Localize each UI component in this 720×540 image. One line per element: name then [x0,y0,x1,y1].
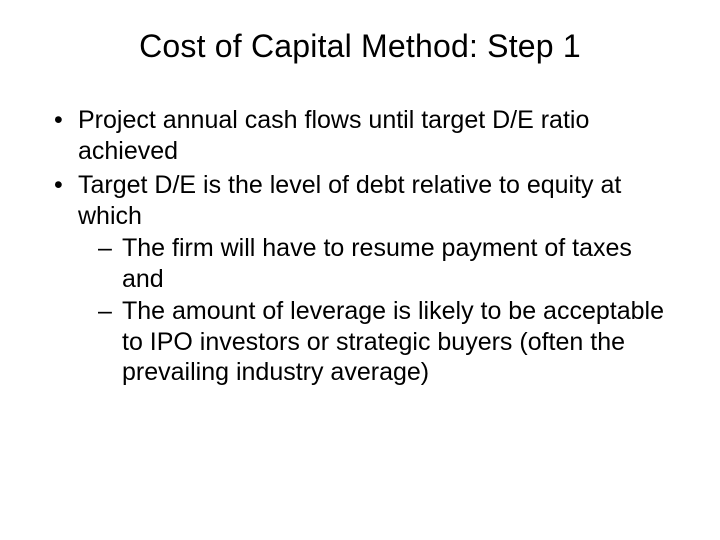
sub-bullet-list: The firm will have to resume payment of … [98,233,670,388]
sub-bullet-text: The amount of leverage is likely to be a… [122,297,664,386]
bullet-item: Project annual cash flows until target D… [50,105,670,166]
slide: Cost of Capital Method: Step 1 Project a… [0,0,720,540]
slide-title: Cost of Capital Method: Step 1 [50,28,670,65]
sub-bullet-text: The firm will have to resume payment of … [122,234,632,293]
sub-bullet-item: The amount of leverage is likely to be a… [98,296,670,388]
bullet-list: Project annual cash flows until target D… [50,105,670,388]
bullet-text: Project annual cash flows until target D… [78,106,589,165]
bullet-item: Target D/E is the level of debt relative… [50,170,670,388]
sub-bullet-item: The firm will have to resume payment of … [98,233,670,294]
bullet-text: Target D/E is the level of debt relative… [78,171,621,230]
